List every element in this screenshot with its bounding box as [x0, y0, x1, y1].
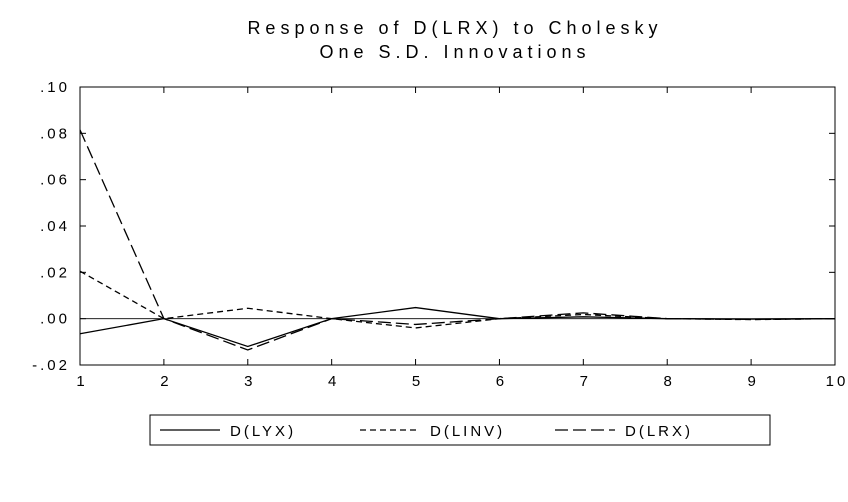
- legend: D(LYX) D(LINV) D(LRX): [149, 414, 771, 446]
- x-tick-label: 8: [664, 373, 675, 390]
- legend-label: D(LRX): [625, 423, 693, 440]
- legend-box: [149, 414, 771, 446]
- y-tick-label: -.02: [32, 357, 70, 374]
- x-tick-label: 1: [76, 373, 87, 390]
- x-tick-label: 3: [244, 373, 255, 390]
- x-tick-label: 5: [412, 373, 423, 390]
- x-tick-label: 10: [826, 373, 848, 390]
- series-line-d-lyx: [79, 306, 836, 348]
- legend-label: D(LYX): [230, 423, 296, 440]
- x-tick-label: 9: [747, 373, 758, 390]
- y-tick-label: .08: [40, 125, 70, 142]
- y-tick-label: .02: [40, 264, 70, 281]
- x-axis: 1 2 3 4 5 6 7 8 9 10: [76, 87, 848, 390]
- x-tick-label: 6: [496, 373, 507, 390]
- y-axis: -.02 .00 .02 .04 .06 .08 .10: [32, 79, 835, 374]
- y-tick-label: .06: [40, 172, 70, 189]
- chart-title: Response of D(LRX) to Cholesky: [247, 18, 662, 38]
- series-line-d-lrx: [79, 129, 836, 351]
- y-tick-label: .00: [40, 311, 70, 328]
- legend-label: D(LINV): [430, 423, 505, 440]
- x-tick-label: 4: [328, 373, 339, 390]
- x-tick-label: 2: [160, 373, 171, 390]
- x-tick-label: 7: [580, 373, 591, 390]
- chart-subtitle: One S.D. Innovations: [319, 42, 590, 62]
- series-lines: [79, 129, 836, 351]
- y-tick-label: .10: [40, 79, 70, 96]
- y-tick-label: .04: [40, 218, 70, 235]
